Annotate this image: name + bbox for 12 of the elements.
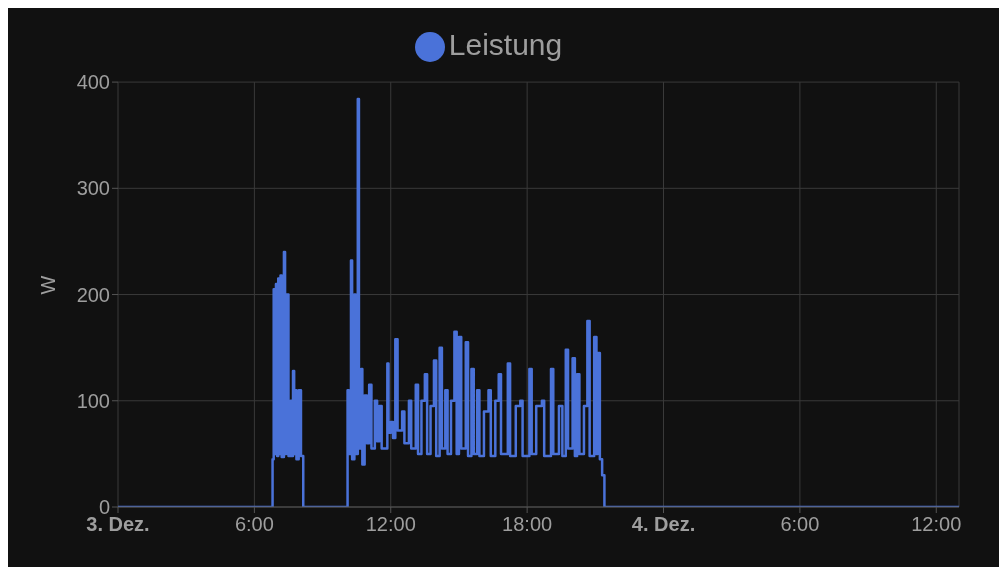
x-tick-label: 6:00: [780, 513, 820, 535]
legend-label: Leistung: [448, 28, 563, 61]
x-tick-label: 12:00: [911, 513, 962, 535]
x-tick-label: 12:00: [365, 513, 416, 535]
x-tick-label: 18:00: [502, 513, 553, 535]
y-tick-label: 400: [76, 71, 110, 94]
x-tick-label: 6:00: [234, 513, 274, 535]
x-tick-label: 4. Dez.: [631, 513, 696, 535]
y-tick-label: 200: [76, 283, 110, 306]
y-axis-title: W: [37, 275, 60, 295]
y-tick-label: 300: [76, 177, 110, 200]
y-tick-label: 100: [76, 389, 110, 412]
